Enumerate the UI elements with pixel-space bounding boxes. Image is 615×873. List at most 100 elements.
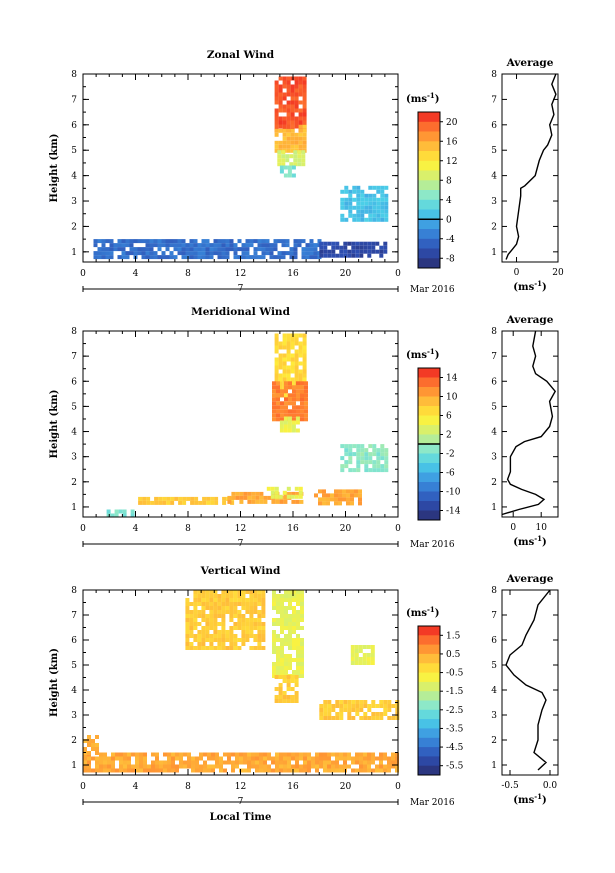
heatmap-cell [201,618,206,622]
colorbar-band [418,681,440,692]
heatmap-cell [165,239,170,244]
heatmap-cell [135,768,139,773]
heatmap-cell [278,377,283,382]
heatmap-cell [259,768,263,773]
heatmap-cell [245,255,250,260]
heatmap-cell [189,247,194,252]
heatmap-cell [203,764,207,769]
heatmap-cell [289,162,294,167]
heatmap-cell [298,128,303,133]
heatmap-cell [302,108,307,113]
heatmap-cell [221,622,226,626]
heatmap-cell [371,756,375,761]
heatmap-cell [302,140,307,145]
heatmap-cell [103,756,107,761]
heatmap-cell [323,760,327,765]
heatmap-cell [358,661,363,665]
colorbar-band [418,112,440,123]
heatmap-cell [334,497,338,502]
heatmap-cell [287,424,292,429]
heatmap-cell [225,630,230,634]
heatmap-cell [247,764,251,769]
heatmap-cell [283,420,288,425]
heatmap-cell [363,752,367,757]
heatmap-cell [245,251,250,256]
heatmap-cell [243,495,248,500]
heatmap-cell [298,349,303,354]
heatmap-cell [290,92,295,97]
heatmap-cell [292,594,296,598]
x-tick-label: 0 [395,782,401,792]
heatmap-cell [276,381,280,386]
y-tick-label: 6 [71,636,77,646]
heatmap-cell [375,241,380,246]
heatmap-cell [347,241,352,246]
heatmap-cell [356,197,361,202]
heatmap-cell [272,662,276,666]
heatmap-cell [354,489,358,494]
heatmap-cell [201,610,206,614]
heatmap-cell [298,377,303,382]
heatmap-cell [203,752,207,757]
heatmap-cell [303,768,307,773]
heatmap-cell [354,493,358,498]
heatmap-cell [272,646,276,650]
heatmap-cell [296,610,300,614]
heatmap-cell [280,666,284,670]
heatmap-cell [211,752,215,757]
heatmap-cell [201,590,206,594]
heatmap-cell [282,128,287,133]
heatmap-cell [315,752,319,757]
heatmap-cell [368,452,373,457]
heatmap-cell [166,496,171,501]
heatmap-cell [298,373,303,378]
heatmap-cell [370,649,375,653]
heatmap-cell [95,768,99,773]
profile-x-tick-label: -0.5 [501,781,519,791]
colorbar-band [418,737,440,748]
heatmap-cell [261,634,266,638]
heatmap-cell [187,764,191,769]
heatmap-cell [274,144,279,149]
heatmap-cell [300,614,304,618]
heatmap-cell [307,760,311,765]
heatmap-cell [335,253,340,258]
heatmap-cell [93,251,98,256]
heatmap-cell [261,598,266,602]
heatmap-cell [209,598,214,602]
heatmap-cell [355,249,360,254]
heatmap-cell [282,365,287,370]
heatmap-cell [201,598,206,602]
heatmap-cell [391,756,395,761]
heatmap-cell [247,756,251,761]
heatmap-cell [276,634,280,638]
heatmap-cell [362,657,367,661]
heatmap-cell [233,622,238,626]
heatmap-cell [327,253,332,258]
heatmap-cell [352,205,357,210]
y-tick-label: 4 [71,172,77,182]
heatmap-cell [272,397,276,402]
heatmap-cell [298,486,303,491]
heatmap-cell [384,197,389,202]
heatmap-cell [368,201,373,206]
heatmap-cell [331,704,336,708]
heatmap-cell [280,417,284,422]
heatmap-cell [294,120,299,125]
heatmap-cell [284,618,288,622]
heatmap-cell [367,249,372,254]
heatmap-cell [292,610,296,614]
heatmap-cell [355,241,360,246]
heatmap-cell [330,493,334,498]
heatmap-cell [263,756,267,761]
heatmap-cell [290,337,295,342]
heatmap-cell [288,646,292,650]
heatmap-cell [290,100,295,105]
heatmap-cell [372,185,377,190]
heatmap-cell [371,249,376,254]
heatmap-cell [185,602,190,606]
heatmap-cell [356,209,361,214]
heatmap-cell [269,243,274,248]
heatmap-cell [290,687,295,691]
heatmap-cell [193,626,198,630]
